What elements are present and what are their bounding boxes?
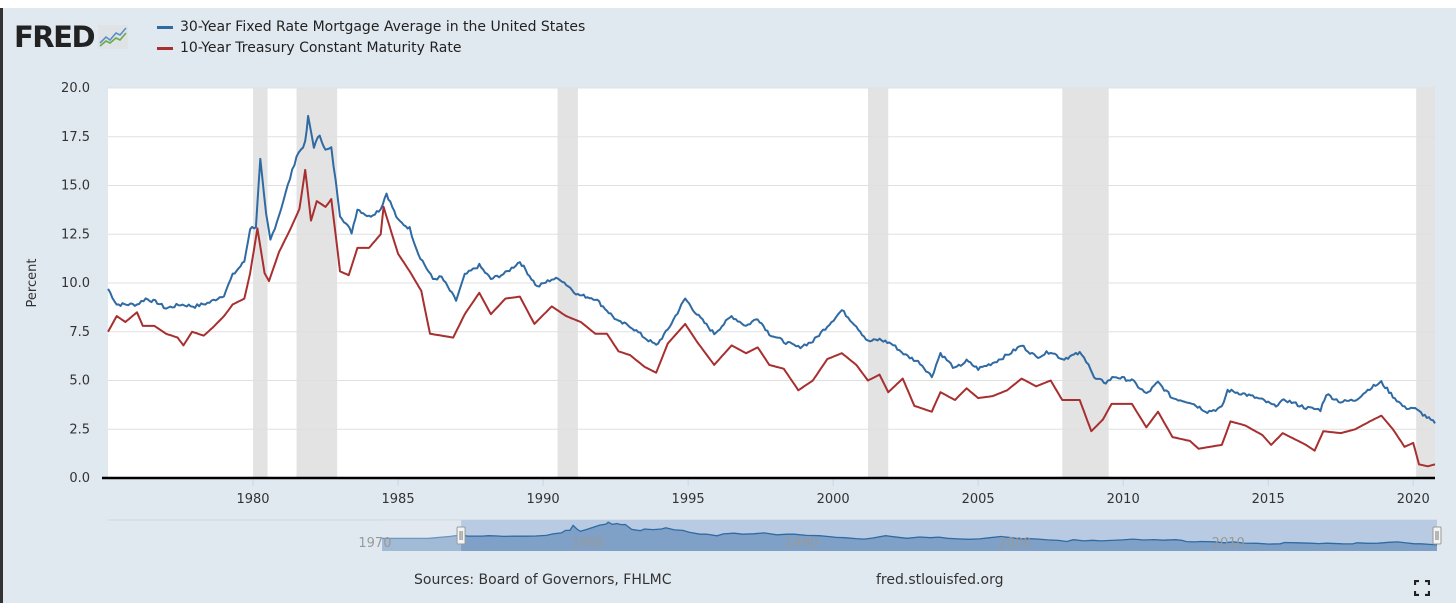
- y-tick-label: 10.0: [61, 276, 90, 291]
- fred-logo[interactable]: FRED: [14, 20, 129, 54]
- navigator-label: 1970: [358, 536, 391, 551]
- x-tick-label: 2015: [1252, 492, 1285, 507]
- legend-swatch-mortgage: [157, 26, 173, 29]
- navigator-label: 1980: [572, 536, 605, 551]
- x-tick-label: 2010: [1107, 492, 1140, 507]
- x-tick-label: 2005: [962, 492, 995, 507]
- y-tick-label: 20.0: [61, 81, 90, 96]
- source-text: Sources: Board of Governors, FHLMC: [414, 572, 672, 588]
- navigator-handle-left[interactable]: [456, 526, 466, 545]
- navigator-unselected-mask: [382, 520, 462, 551]
- y-tick-label: 12.5: [61, 227, 90, 242]
- x-tick-label: 2000: [817, 492, 850, 507]
- legend-item-mortgage[interactable]: 30-Year Fixed Rate Mortgage Average in t…: [157, 17, 585, 38]
- handle-body[interactable]: [456, 526, 466, 545]
- x-tick-label: 1990: [527, 492, 560, 507]
- navigator-label: 1990: [785, 536, 818, 551]
- handle-body[interactable]: [1432, 526, 1442, 545]
- legend-swatch-treasury: [157, 47, 173, 50]
- navigator-handle-right[interactable]: [1432, 526, 1442, 545]
- y-tick-label: 0.0: [69, 471, 90, 486]
- x-tick-label: 1980: [236, 492, 269, 507]
- legend-label-treasury: 10-Year Treasury Constant Maturity Rate: [180, 40, 462, 56]
- fullscreen-icon[interactable]: [1414, 580, 1430, 596]
- y-tick-label: 5.0: [69, 374, 90, 389]
- chart-line-icon: [98, 25, 129, 49]
- navigator-label: 2000: [998, 536, 1031, 551]
- y-tick-label: 2.5: [69, 422, 90, 437]
- chart-legend: 30-Year Fixed Rate Mortgage Average in t…: [157, 17, 585, 59]
- x-tick-label: 1985: [382, 492, 415, 507]
- x-tick-label: 2020: [1397, 492, 1430, 507]
- navigator-label: 2010: [1212, 536, 1245, 551]
- y-axis-title: Percent: [25, 259, 40, 308]
- y-tick-label: 7.5: [69, 325, 90, 340]
- x-tick-label: 1995: [672, 492, 705, 507]
- navigator-line: [382, 521, 1438, 546]
- series-line-mortgage[interactable]: [107, 114, 1436, 424]
- logo-text: FRED: [14, 20, 96, 54]
- fred-url-link[interactable]: fred.stlouisfed.org: [876, 572, 1004, 588]
- legend-item-treasury[interactable]: 10-Year Treasury Constant Maturity Rate: [157, 38, 585, 59]
- legend-label-mortgage: 30-Year Fixed Rate Mortgage Average in t…: [180, 19, 586, 35]
- y-tick-label: 15.0: [61, 179, 90, 194]
- y-tick-label: 17.5: [61, 130, 90, 145]
- series-line-treasury[interactable]: [107, 168, 1436, 468]
